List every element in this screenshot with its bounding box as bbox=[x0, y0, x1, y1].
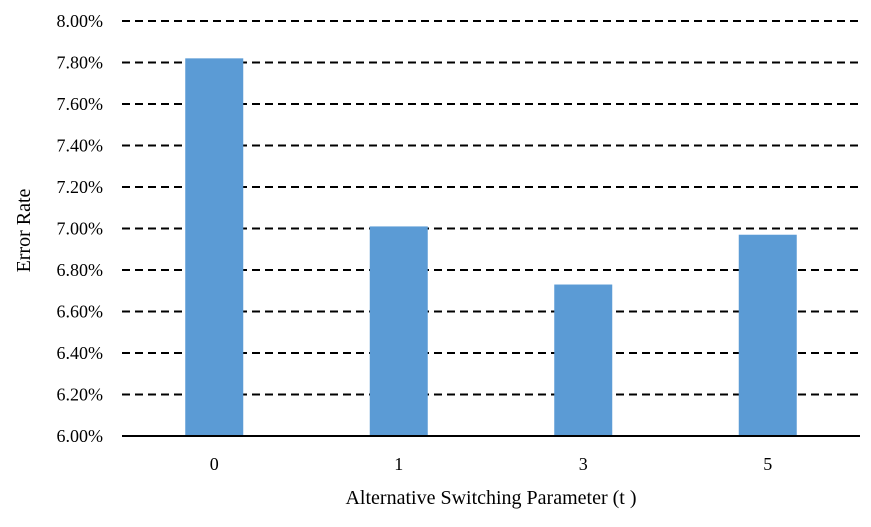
bar bbox=[369, 226, 428, 436]
bars bbox=[185, 58, 797, 436]
y-tick-label: 6.60% bbox=[57, 302, 104, 322]
x-tick-label: 1 bbox=[394, 454, 403, 474]
y-tick-label: 6.40% bbox=[57, 343, 104, 363]
bar bbox=[554, 284, 613, 436]
y-tick-label: 6.00% bbox=[57, 426, 104, 446]
y-tick-label: 7.40% bbox=[57, 136, 104, 156]
x-tick-labels: 0 1 3 5 bbox=[210, 454, 773, 474]
x-tick-label: 5 bbox=[763, 454, 772, 474]
x-tick-label: 3 bbox=[579, 454, 588, 474]
bar bbox=[738, 234, 797, 436]
y-tick-label: 7.20% bbox=[57, 177, 104, 197]
y-tick-label: 8.00% bbox=[57, 11, 104, 31]
gridlines bbox=[122, 20, 860, 396]
x-axis-label: Alternative Switching Parameter (t ) bbox=[345, 487, 636, 509]
y-tick-label: 6.80% bbox=[57, 260, 104, 280]
y-axis-label: Error Rate bbox=[13, 188, 35, 272]
y-tick-label: 7.60% bbox=[57, 94, 104, 114]
bar bbox=[185, 58, 244, 436]
x-tick-label: 0 bbox=[210, 454, 219, 474]
y-tick-label: 6.20% bbox=[57, 385, 104, 405]
y-tick-label: 7.80% bbox=[57, 53, 104, 73]
y-tick-labels: 6.00% 6.20% 6.40% 6.60% 6.80% 7.00% 7.20% 7.40%… bbox=[57, 11, 104, 446]
y-tick-label: 7.00% bbox=[57, 219, 104, 239]
